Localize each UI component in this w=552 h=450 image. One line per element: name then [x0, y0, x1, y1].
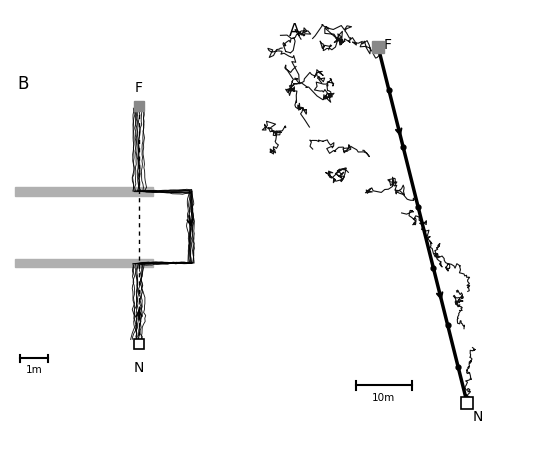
Text: B: B	[18, 75, 29, 93]
Bar	[15, 187, 153, 196]
Bar	[15, 259, 153, 267]
Text: 1m: 1m	[26, 365, 43, 375]
Text: F: F	[384, 38, 392, 52]
Text: A: A	[289, 22, 300, 40]
Text: F: F	[135, 81, 143, 95]
Text: N: N	[134, 361, 144, 375]
Text: N: N	[473, 410, 483, 424]
Text: 10m: 10m	[372, 393, 395, 403]
